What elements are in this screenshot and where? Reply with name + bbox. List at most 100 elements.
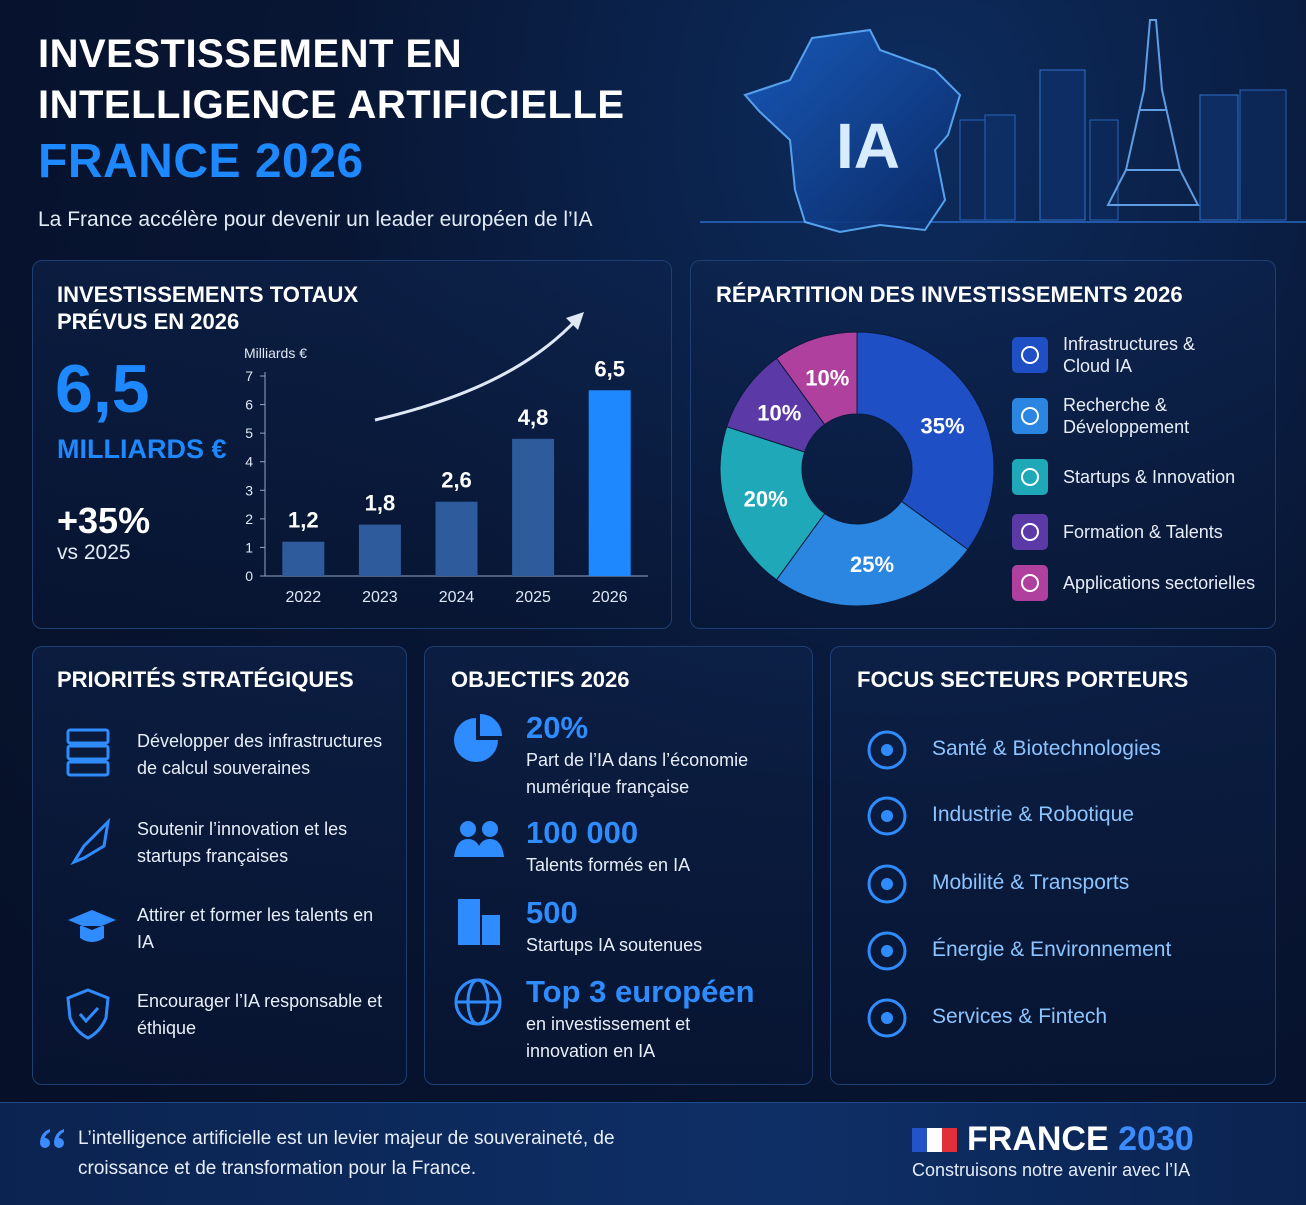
y-tick-label: 7 [245,368,253,384]
title-line: INTELLIGENCE ARTIFICIELLE [38,83,625,127]
eiffel-tower-beams [1126,109,1180,171]
sector-icon [867,998,907,1038]
footer-brand: FRANCE 2030 [967,1120,1194,1159]
sector-icon [867,931,907,971]
bar-value-label: 1,2 [288,508,319,533]
donut-slice [856,331,995,551]
objective-text: en investissement et innovation en IA [526,1014,691,1061]
y-tick-label: 6 [245,397,253,413]
big-value: 6,5 [55,351,150,427]
skyline-decoration [700,19,1306,223]
legend-icon-glyph [1021,407,1039,425]
bar [588,390,631,576]
map-label: IA [836,110,900,182]
x-tick-label: 2023 [362,589,398,606]
quote-mark [40,1129,64,1148]
legend-label: Applications sectorielles [1063,573,1256,593]
bar-value-label: 6,5 [594,356,625,381]
sector-icon-dot [881,1012,893,1024]
icon-part [454,714,502,762]
legend-label: Recherche & Développement [1063,395,1190,437]
objective-text: Startups IA soutenues [526,935,703,955]
priority-text: Soutenir l’innovation et les startups fr… [137,819,348,866]
card-title: RÉPARTITION DES INVESTISSEMENTS 2026 [716,282,1183,307]
footer-tagline: Construisons notre avenir avec l’IA [912,1160,1191,1180]
legend-icon [1012,459,1048,495]
y-tick-label: 4 [245,454,253,470]
objective-text: Talents formés en IA [526,855,691,875]
icon-part [482,915,500,945]
y-tick-label: 2 [245,511,253,527]
quote-tail [40,1129,64,1142]
sector-text: Services & Fintech [932,1005,1108,1028]
big-unit: MILLIARDS € [57,434,227,464]
french-flag [912,1128,957,1152]
slice-label: 35% [921,413,965,438]
france-map [743,28,962,234]
legend-icon-glyph [1021,574,1039,592]
y-axis-title: Milliards € [244,345,307,361]
legend-label: Formation & Talents [1063,522,1223,542]
icon-part [460,821,476,837]
title-line: INVESTISSEMENT EN [38,32,463,76]
bar [282,541,325,576]
title-highlight: FRANCE 2026 [38,135,364,188]
legend-icon [1012,337,1048,373]
sector-icon-dot [881,878,893,890]
building [984,114,1016,221]
building [1239,89,1287,221]
card-title: INVESTISSEMENTS TOTAUX [57,282,359,307]
sector-text: Industrie & Robotique [932,803,1134,826]
slice-label: 20% [744,487,788,512]
card-title: PRÉVUS EN 2026 [57,309,240,334]
flag-white [927,1128,942,1152]
bar-value-label: 4,8 [518,405,549,430]
legend-icon-glyph [1021,346,1039,364]
flag-blue [912,1128,927,1152]
growth-arrow-head [566,312,584,330]
x-tick-label: 2025 [515,589,551,606]
card-title: FOCUS SECTEURS PORTEURS [857,667,1189,692]
flag-red [942,1128,957,1152]
sector-icon-dot [881,810,893,822]
eiffel-tower [1106,19,1200,206]
bar [512,438,555,576]
y-tick-label: 3 [245,482,253,498]
icon-part [458,899,480,945]
building [1089,119,1119,221]
icon-part [482,821,498,837]
bar-value-label: 1,8 [365,491,396,516]
donut-slice [719,426,826,581]
sector-icon [867,796,907,836]
legend-label: Infrastructures & Cloud IA [1063,334,1196,376]
x-tick-label: 2022 [286,589,322,606]
sector-icon-dot [881,744,893,756]
legend-label: Startups & Innovation [1063,467,1236,487]
brand-year: 2030 [1118,1120,1194,1158]
totals-card [32,260,672,629]
objective-text: Part de l’IA dans l’économie numérique f… [526,750,749,797]
objective-value: 100 000 [526,815,639,850]
growth-arrow [374,316,580,422]
footer-quote: L’intelligence artificielle est un levie… [78,1128,615,1179]
sector-text: Santé & Biotechnologies [932,737,1161,760]
x-tick-label: 2026 [592,589,628,606]
building [1039,69,1086,221]
icon-part [66,744,110,761]
y-tick-label: 0 [245,568,253,584]
footer-band [0,1102,1306,1205]
growth: +35% [57,500,151,541]
brand: FRANCE [967,1120,1109,1158]
bar [435,501,478,576]
y-tick-label: 1 [245,539,253,555]
bar-value-label: 2,6 [441,468,472,493]
sector-text: Mobilité & Transports [932,871,1130,894]
slice-label: 10% [757,401,801,426]
legend-icon [1012,514,1048,550]
donut-slice [775,500,969,607]
objective-value: 500 [526,895,578,930]
slice-label: 25% [850,552,894,577]
legend-icon-glyph [1021,523,1039,541]
card-title: PRIORITÉS STRATÉGIQUES [57,667,354,692]
